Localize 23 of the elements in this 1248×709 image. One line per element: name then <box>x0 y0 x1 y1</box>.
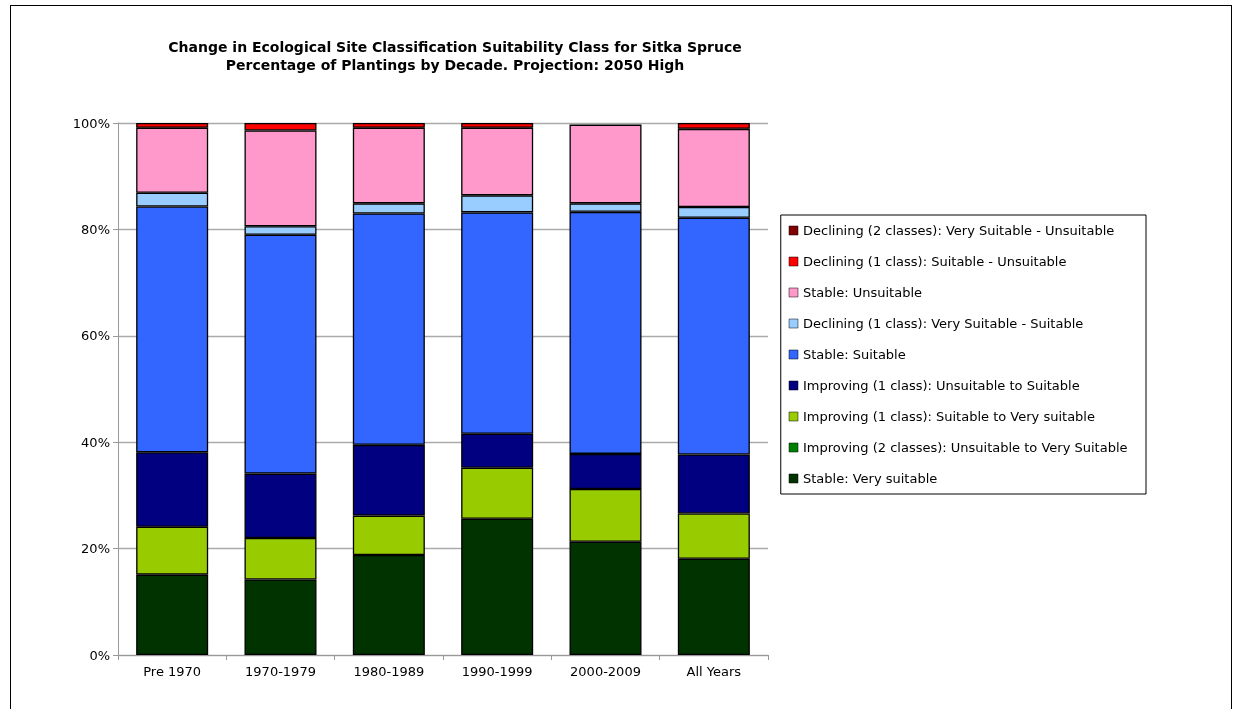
legend-label: Declining (1 class): Very Suitable - Suitable <box>803 316 1084 331</box>
x-tick-label: Pre 1970 <box>143 664 202 679</box>
y-tick-label: 60% <box>81 328 110 344</box>
y-tick-label: 40% <box>81 434 110 450</box>
legend-label: Stable: Very suitable <box>803 471 938 486</box>
y-tick-label: 100% <box>72 115 110 131</box>
x-tick-label: 1980-1989 <box>353 664 425 679</box>
legend-label: Improving (1 class): Suitable to Very suitable <box>803 409 1095 424</box>
x-tick-label: 1990-1999 <box>461 664 533 679</box>
x-tick-label: 1970-1979 <box>245 664 316 679</box>
legend-label: Improving (2 classes): Unsuitable to Very Suitable <box>803 440 1128 455</box>
legend-label: Improving (1 class): Unsuitable to Suitable <box>803 378 1080 393</box>
y-tick-label: 80% <box>81 221 110 237</box>
legend-label: Declining (1 class): Suitable - Unsuitable <box>803 254 1067 269</box>
legend-label: Stable: Suitable <box>803 347 906 362</box>
x-tick-label: All Years <box>686 664 742 679</box>
y-tick-label: 0% <box>89 647 110 663</box>
legend-label: Stable: Unsuitable <box>803 285 922 300</box>
legend-label: Declining (2 classes): Very Suitable - Unsuitable <box>803 223 1115 238</box>
y-tick-label: 20% <box>81 541 110 557</box>
chart-title: Change in Ecological Site Classification Suitability Class for Sitka Spruce <box>168 39 742 55</box>
x-tick-label: 2000-2009 <box>570 664 641 679</box>
chart-subtitle: Percentage of Plantings by Decade. Projection: 2050 High <box>225 57 685 73</box>
